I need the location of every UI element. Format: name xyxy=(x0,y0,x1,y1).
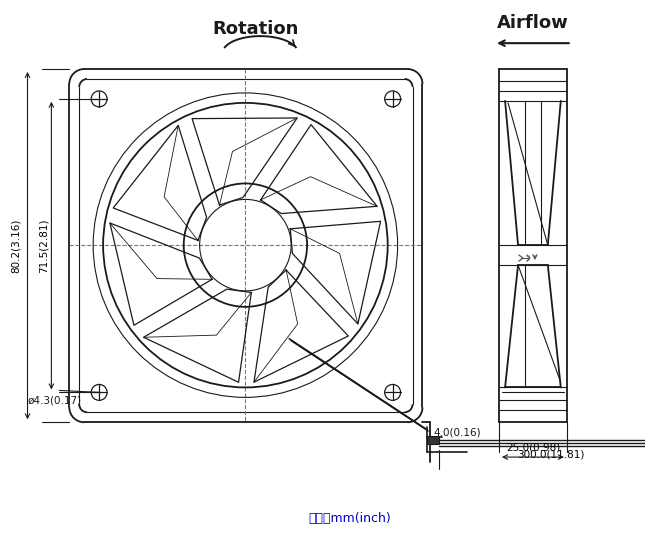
Text: ø4.3(0.17): ø4.3(0.17) xyxy=(28,395,82,406)
Text: 25.0(0.98): 25.0(0.98) xyxy=(506,442,560,452)
Bar xyxy=(428,436,439,444)
Text: Rotation: Rotation xyxy=(212,20,298,38)
Text: 单位：mm(inch): 单位：mm(inch) xyxy=(309,512,391,525)
Text: Airflow: Airflow xyxy=(497,14,569,32)
Text: 80.2(3.16): 80.2(3.16) xyxy=(10,219,21,273)
Text: 4.0(0.16): 4.0(0.16) xyxy=(433,427,481,437)
Text: 71.5(2.81): 71.5(2.81) xyxy=(38,219,49,273)
Text: 300.0(11.81): 300.0(11.81) xyxy=(517,449,584,459)
